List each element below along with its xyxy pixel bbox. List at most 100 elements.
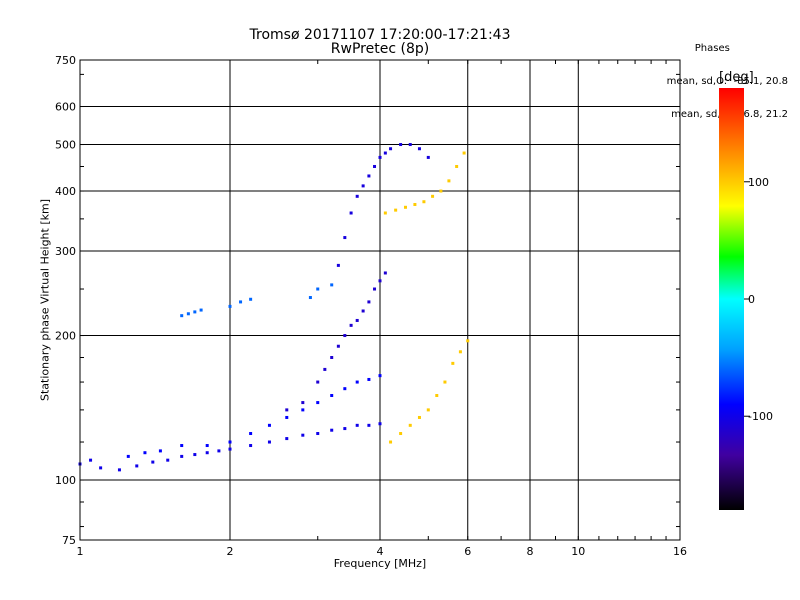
data-point [330, 394, 334, 398]
data-point [367, 423, 371, 427]
data-point [394, 208, 398, 212]
data-point [228, 440, 232, 444]
data-point [186, 312, 190, 316]
data-point [267, 423, 271, 427]
data-point [435, 394, 439, 398]
data-point [361, 309, 365, 313]
data-point [239, 300, 243, 304]
data-point [301, 401, 305, 405]
data-point [330, 355, 334, 359]
data-point [330, 428, 334, 432]
data-point [443, 380, 447, 384]
data-point [301, 433, 305, 437]
data-point [316, 401, 320, 405]
data-point [399, 432, 403, 436]
data-point [166, 458, 170, 462]
data-point [408, 423, 412, 427]
x-tick-label: 2 [227, 545, 234, 558]
data-point [389, 147, 393, 151]
data-point [367, 174, 371, 178]
data-point [228, 304, 232, 308]
data-point [426, 408, 430, 412]
data-point [462, 151, 466, 155]
y-tick-label: 200 [55, 330, 76, 343]
data-point [285, 415, 289, 419]
data-point [349, 323, 353, 327]
data-point [199, 308, 203, 312]
data-point [455, 164, 459, 168]
data-point [426, 155, 430, 159]
data-point [343, 236, 347, 240]
data-point [336, 344, 340, 348]
y-tick-label: 750 [55, 54, 76, 67]
data-point [316, 432, 320, 436]
y-tick-label: 500 [55, 139, 76, 152]
data-point [417, 147, 421, 151]
y-tick-label: 600 [55, 101, 76, 114]
data-point [355, 194, 359, 198]
y-tick-label: 100 [55, 474, 76, 487]
chart-title: Tromsø 20171107 17:20:00-17:21:43 [249, 27, 511, 43]
data-point [143, 451, 147, 455]
data-point [285, 408, 289, 412]
data-point [228, 447, 232, 451]
data-point [158, 449, 162, 453]
data-point [355, 318, 359, 322]
data-point [89, 458, 93, 462]
data-point [316, 380, 320, 384]
data-point [180, 314, 184, 318]
data-point [193, 453, 197, 457]
x-tick-label: 6 [464, 545, 471, 558]
axis-ticks: 1 2 4 6 8 10 16 75 100 200 300 400 500 600 750 [55, 54, 687, 558]
phases-legend: Phases mean, sd,O: -85.1, 20.8 mean, sd,… [667, 21, 788, 131]
data-point [361, 184, 365, 188]
data-point [308, 296, 312, 300]
data-point [205, 444, 209, 448]
data-point [180, 454, 184, 458]
data-point [367, 300, 371, 304]
colorbar-tick-label: -100 [748, 410, 773, 423]
data-point [117, 468, 121, 472]
data-point [378, 155, 382, 159]
data-point [439, 189, 443, 193]
colorbar-ticks: 100 0 -100 [744, 176, 773, 423]
data-point [355, 423, 359, 427]
data-point [413, 202, 417, 206]
data-point [99, 466, 103, 470]
data-point [466, 339, 470, 343]
y-axis-label: Stationary phase Virtual Height [km] [38, 198, 52, 402]
data-point [383, 271, 387, 275]
data-point [323, 367, 327, 371]
data-point [151, 460, 155, 464]
data-point [343, 387, 347, 391]
data-point [205, 451, 209, 455]
data-point [343, 427, 347, 431]
data-point [417, 415, 421, 419]
data-point [383, 211, 387, 215]
y-tick-label: 300 [55, 245, 76, 258]
data-point [431, 194, 435, 198]
colorbar-tick-label: 0 [748, 293, 755, 306]
data-point [422, 200, 426, 204]
data-point [408, 143, 412, 147]
x-tick-label: 10 [571, 545, 585, 558]
data-point [343, 334, 347, 338]
phases-x-stats: mean, sd,X: 96.8, 21.2 [671, 109, 788, 120]
x-tick-label: 4 [377, 545, 384, 558]
x-axis-label: Frequency [MHz] [333, 557, 427, 570]
data-point [403, 205, 407, 209]
data-point [249, 297, 253, 301]
data-point [451, 361, 455, 365]
data-point [330, 283, 334, 287]
data-point [389, 440, 393, 444]
grid-lines [80, 60, 680, 540]
data-point [373, 287, 377, 291]
y-tick-label: 75 [62, 534, 76, 547]
data-point [383, 151, 387, 155]
data-point [285, 437, 289, 441]
data-point [355, 380, 359, 384]
x-tick-label: 1 [77, 545, 84, 558]
data-point [378, 279, 382, 283]
y-tick-label: 400 [55, 185, 76, 198]
